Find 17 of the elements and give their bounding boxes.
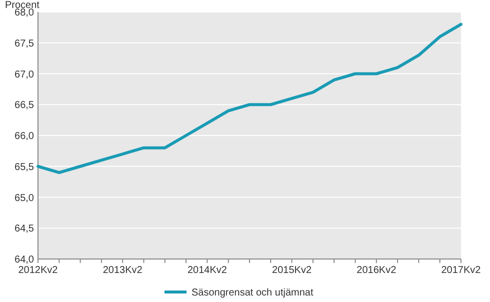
x-tick-label: 2014Kv2 — [187, 265, 228, 276]
y-tick-label: 64,5 — [14, 224, 34, 235]
y-tick-label: 65,0 — [14, 192, 34, 204]
y-tick-label: 64,0 — [14, 254, 34, 266]
y-tick-label: 67,5 — [14, 38, 34, 50]
line-series — [36, 22, 462, 174]
y-tick-label: 66,0 — [14, 131, 34, 142]
x-tick-label: 2016Kv2 — [356, 265, 397, 276]
y-tick-label: 66,5 — [14, 100, 34, 112]
x-tick-label: 2015Kv2 — [272, 265, 312, 276]
y-tick-label: 65,5 — [14, 162, 34, 173]
legend-label: Säsongrensat och utjämnat — [192, 288, 314, 298]
x-tick-label: 2012Kv2 — [18, 265, 58, 276]
x-tick-label: 2017Kv2 — [441, 265, 482, 276]
y-tick-label: 68,0 — [14, 8, 34, 18]
x-tick-label: 2013Kv2 — [102, 265, 143, 276]
y-tick-label: 67,0 — [14, 69, 34, 80]
